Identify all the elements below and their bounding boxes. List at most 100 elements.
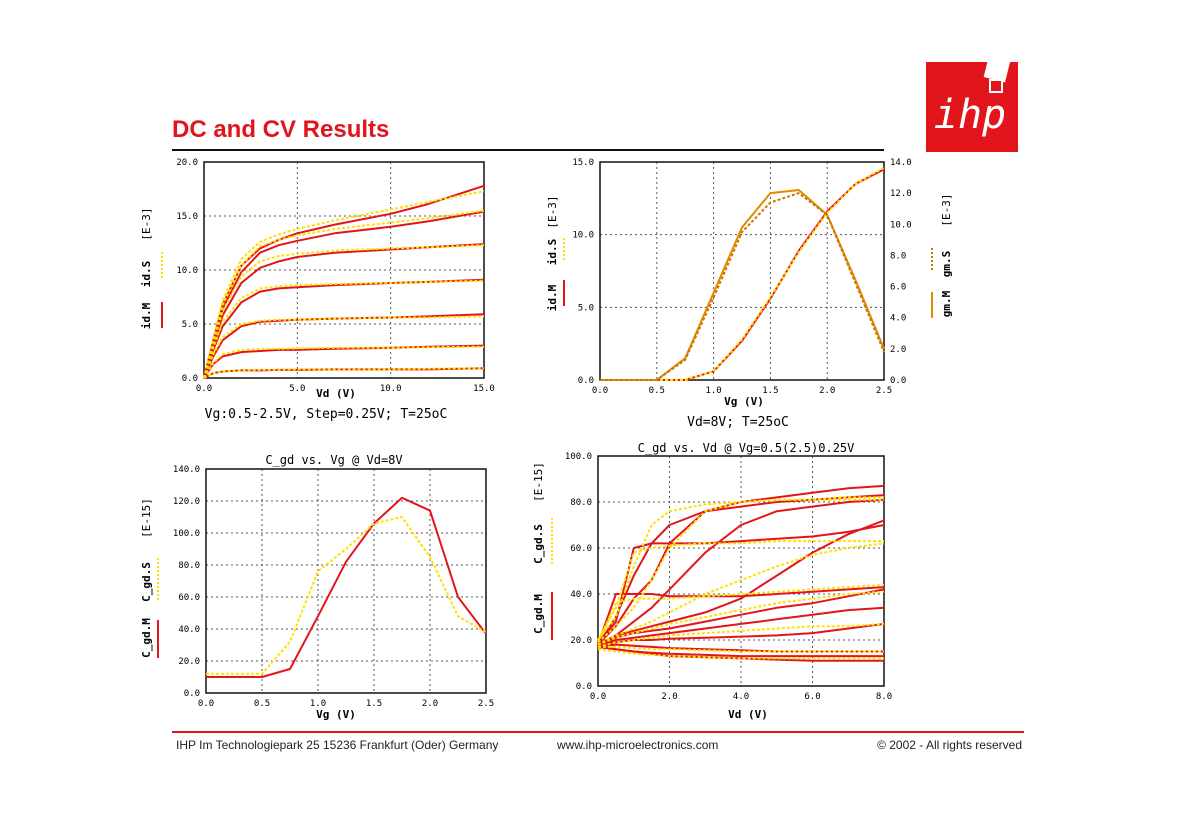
series-line-id-m: [203, 243, 485, 379]
chart-id-vs-vd: [E-3] id.S id.M Vd (V) Vg:0.5-2.5V, Step…: [140, 158, 495, 422]
y2-tick-label: 10.0: [890, 220, 912, 230]
legend-meas-label: id.M: [140, 302, 153, 329]
x-tick-label: 1.5: [366, 699, 382, 709]
series-line-c_gd-m: [597, 519, 885, 648]
series-line-c_gd-m: [597, 498, 885, 646]
x-tick-label: 10.0: [380, 384, 402, 394]
y2-tick-label: 4.0: [890, 314, 906, 324]
footer-address: IHP Im Technologiepark 25 15236 Frankfur…: [176, 738, 499, 752]
x-axis-label: Vd (V): [728, 708, 768, 721]
y-tick-label: 0.0: [182, 374, 198, 384]
chart-title: C_gd vs. Vg @ Vd=8V: [265, 453, 402, 467]
x-tick-label: 2.5: [876, 386, 892, 396]
y-tick-label: 140.0: [173, 465, 200, 475]
y2-tick-label: 2.0: [890, 345, 906, 355]
chart-id-gm-vs-vg: [E-3] id.S id.M [E-3] gm.S gm.M Vg (V) V…: [546, 158, 953, 430]
x-axis-label: Vd (V): [316, 387, 356, 400]
y2-tick-label: 14.0: [890, 158, 912, 168]
x-tick-label: 5.0: [289, 384, 305, 394]
x-tick-label: 6.0: [804, 692, 820, 702]
series-line-c_gd-m: [597, 484, 885, 646]
y-tick-label: 15.0: [572, 158, 594, 168]
series-line-id-s: [203, 345, 485, 379]
series-line-c_gd-s: [597, 540, 884, 641]
x-tick-label: 15.0: [473, 384, 495, 394]
x-tick-label: 0.0: [198, 699, 214, 709]
legend-gm-sim-label: gm.S: [940, 251, 953, 278]
y-tick-label: 40.0: [178, 625, 200, 635]
y2-tick-label: 12.0: [890, 189, 912, 199]
y-tick-label: 100.0: [565, 452, 592, 462]
x-tick-label: 0.5: [254, 699, 270, 709]
y-tick-label: 100.0: [173, 529, 200, 539]
title-divider: [172, 149, 884, 151]
x-axis-label: Vg (V): [316, 708, 356, 721]
series-line-c_gd-s: [206, 516, 487, 675]
series-line-c_gd-m: [597, 586, 885, 645]
legend-gm-meas-label: gm.M: [940, 290, 953, 317]
series-line-id-m: [203, 344, 485, 379]
series-line-c_gd-s: [597, 583, 885, 643]
y-tick-label: 60.0: [178, 593, 200, 603]
footer-copyright: © 2002 - All rights reserved: [877, 738, 1022, 752]
series-line-c_gd-m: [597, 606, 885, 648]
series-line-id-s: [203, 315, 485, 379]
series-line-id-s: [600, 166, 885, 381]
series-line-c_gd-s: [597, 590, 885, 646]
footer-url[interactable]: www.ihp-microelectronics.com: [557, 738, 719, 752]
plot-frame: [205, 468, 487, 694]
y-tick-label: 80.0: [178, 561, 200, 571]
legend-sim-label: id.S: [546, 239, 559, 266]
x-tick-label: 2.0: [819, 386, 835, 396]
x-tick-label: 1.5: [762, 386, 778, 396]
chart-caption: Vd=8V; T=25oC: [687, 415, 789, 430]
y-tick-label: 60.0: [570, 544, 592, 554]
legend-meas-label: id.M: [546, 284, 559, 311]
page-title: DC and CV Results: [172, 116, 390, 143]
plot-area: 0.0 2.0 4.0 6.0 8.0 0.0 20.0 40.0 60.0 80.0 100.0: [565, 452, 892, 702]
plot-frame: [203, 161, 485, 379]
series-line-c_gd-s: [598, 645, 884, 653]
plot-area: 0.0 5.0 10.0 15.0 0.0 5.0 10.0 15.0 20.0: [176, 158, 495, 394]
series-line-id-m: [203, 278, 485, 379]
y-tick-label: 20.0: [176, 158, 198, 168]
plot-frame: [597, 455, 885, 687]
y-tick-label: 120.0: [173, 497, 200, 507]
legend-meas-label: C_gd.M: [140, 618, 153, 658]
chart-title: C_gd vs. Vd @ Vg=0.5(2.5)0.25V: [638, 441, 855, 455]
series-line-c_gd-s: [597, 648, 884, 660]
x-tick-label: 0.0: [590, 692, 606, 702]
series-line-c_gd-s: [597, 498, 884, 644]
series-line-id-s: [203, 244, 485, 379]
series-line-c_gd-s: [597, 496, 884, 641]
legend-meas-label: C_gd.M: [532, 594, 545, 634]
plot-area: 0.0 0.5 1.0 1.5 2.0 2.50.05.010.015.00.02.04.…: [572, 158, 911, 396]
x-tick-label: 0.0: [196, 384, 212, 394]
y-axis-unit: [E-3]: [546, 195, 559, 228]
y-tick-label: 10.0: [176, 266, 198, 276]
y-tick-label: 5.0: [182, 320, 198, 330]
y-tick-label: 80.0: [570, 498, 592, 508]
x-tick-label: 8.0: [876, 692, 892, 702]
plot-area: 0.0 0.5 1.0 1.5 2.0 2.5 0.0 20.0 40.0 60.0 80.0 100…: [173, 465, 494, 709]
y-tick-label: 0.0: [184, 689, 200, 699]
y2-tick-label: 8.0: [890, 251, 906, 261]
y-tick-label: 10.0: [572, 231, 594, 241]
x-tick-label: 2.5: [478, 699, 494, 709]
y-tick-label: 0.0: [576, 682, 592, 692]
y2-tick-label: 6.0: [890, 283, 906, 293]
series-line-c_gd-m: [206, 496, 487, 678]
y2-axis-unit: [E-3]: [940, 193, 953, 226]
x-tick-label: 4.0: [733, 692, 749, 702]
y-tick-label: 15.0: [176, 212, 198, 222]
y-axis-unit: [E-15]: [532, 462, 545, 502]
y-tick-label: 20.0: [570, 636, 592, 646]
legend-sim-label: C_gd.S: [532, 524, 545, 564]
x-tick-label: 0.0: [592, 386, 608, 396]
logo-text: ihp: [934, 92, 1006, 138]
y-axis-unit: [E-3]: [140, 207, 153, 240]
legend-sim-label: C_gd.S: [140, 562, 153, 602]
y-tick-label: 40.0: [570, 590, 592, 600]
plot-frame: [599, 161, 885, 381]
x-tick-label: 1.0: [705, 386, 721, 396]
